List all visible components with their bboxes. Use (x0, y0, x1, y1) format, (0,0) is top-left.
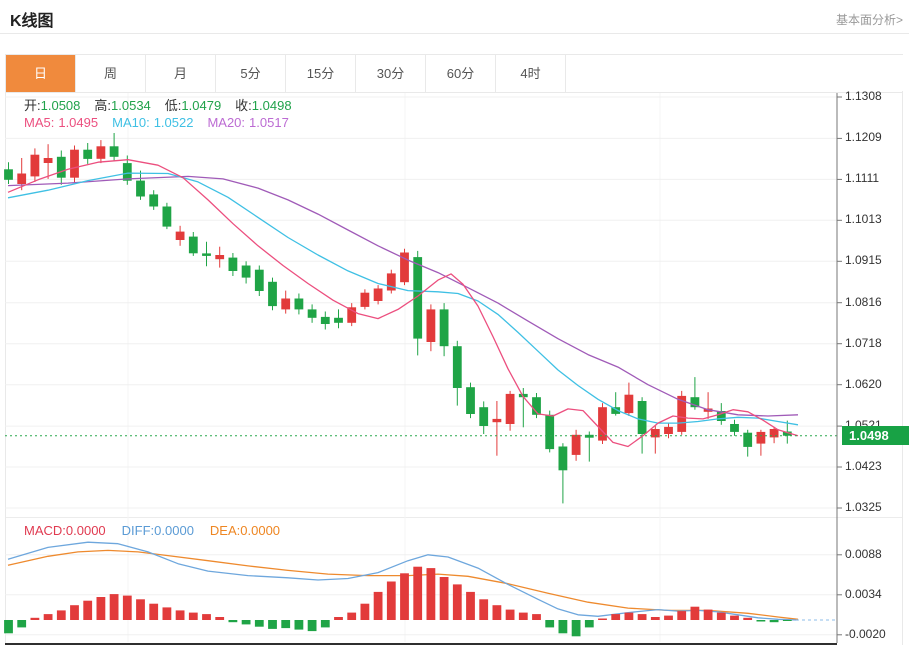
macd-value: 0.0000 (65, 523, 106, 538)
tab-5分[interactable]: 5分 (216, 55, 286, 92)
axis-tick-label: 1.0915 (845, 253, 882, 268)
close-label: 收: (235, 98, 252, 113)
high-value: 1.0534 (111, 98, 151, 113)
price-axis-line (836, 93, 842, 643)
axis-tick-label: 1.0718 (845, 335, 882, 350)
axis-tick-label: 1.1308 (845, 89, 882, 103)
fundamental-analysis-link[interactable]: 基本面分析> (835, 13, 903, 27)
axis-tick-label: 1.1111 (845, 171, 880, 186)
axis-tick-label: -0.0020 (845, 626, 886, 641)
ma20-value: 1.0517 (249, 115, 289, 130)
axis-tick-label: 1.0620 (845, 376, 882, 391)
low-value: 1.0479 (181, 98, 222, 113)
diff-value: 0.0000 (154, 523, 194, 538)
bottom-axis-bar (5, 643, 837, 645)
macd-hist-layer (4, 566, 792, 637)
tab-月[interactable]: 月 (146, 55, 216, 92)
current-price-badge: 1.0498 (842, 426, 909, 445)
ohlc-readout: 开:1.0508 高:1.0534 低:1.0479 收:1.0498 (24, 95, 306, 114)
tab-日[interactable]: 日 (6, 55, 76, 92)
header-divider (0, 33, 909, 34)
axis-tick-label: 1.1013 (845, 212, 882, 227)
axis-tick-label: 1.1209 (845, 130, 882, 145)
ma10-value: 1.0522 (153, 115, 194, 130)
macd-label: MACD: (24, 523, 66, 538)
candles-layer (4, 133, 792, 504)
page-title: K线图 (10, 13, 54, 30)
axis-tick-label: 1.0816 (845, 294, 882, 309)
tab-30分[interactable]: 30分 (356, 55, 426, 92)
high-label: 高: (94, 98, 112, 113)
open-value: 1.0508 (40, 98, 81, 113)
interval-tab-bar: 日周月 5分 15分 30分 60分 4时 (5, 54, 903, 93)
axis-tick-label: 1.0325 (845, 500, 882, 514)
macd-readout: MACD:0.0000 DIFF:0.0000 DEA:0.0000 (24, 523, 296, 538)
tab-周[interactable]: 周 (76, 55, 146, 92)
axis-tick-label: 0.0088 (845, 546, 882, 561)
tab-4时[interactable]: 4时 (496, 55, 566, 92)
tab-15分[interactable]: 15分 (286, 55, 356, 92)
ma5-label: MA5: (24, 115, 55, 130)
ma10-label: MA10: (112, 115, 150, 130)
diff-label: DIFF: (121, 523, 155, 538)
ma-lines-layer (7, 159, 799, 621)
tab-60分[interactable]: 60分 (426, 55, 496, 92)
ma-readout: MA5: 1.0495 MA10: 1.0522 MA20: 1.0517 (24, 115, 303, 130)
open-label: 开: (24, 98, 41, 113)
chart-left-border (5, 91, 6, 645)
dea-value: 0.0000 (240, 523, 281, 538)
ma20-label: MA20: (207, 115, 246, 130)
axis-tick-label: 0.0034 (845, 586, 882, 601)
chart-right-border (902, 91, 903, 645)
low-label: 低: (164, 98, 182, 113)
pane-divider (6, 517, 902, 518)
ma5-value: 1.0495 (58, 115, 99, 130)
dea-label: DEA: (209, 523, 241, 538)
close-value: 1.0498 (251, 98, 292, 113)
axis-tick-label: 1.0423 (845, 459, 882, 474)
